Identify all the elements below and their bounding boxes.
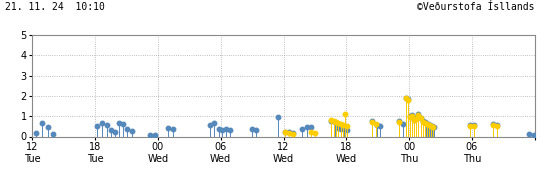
Text: ©Veðurstofa Ísllands: ©Veðurstofa Ísllands — [417, 2, 535, 12]
Text: 21. 11. 24  10:10: 21. 11. 24 10:10 — [5, 2, 105, 12]
